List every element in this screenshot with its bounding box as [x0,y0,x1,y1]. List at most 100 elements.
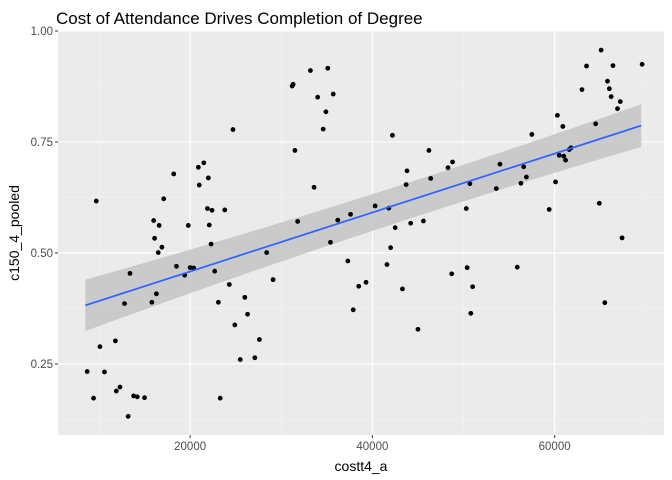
data-point [335,217,341,223]
data-point [215,299,221,305]
data-point [400,286,405,292]
data-point [161,196,167,202]
data-point [217,395,223,401]
data-point [93,198,99,204]
data-point [345,258,351,264]
data-point [125,413,131,419]
data-point [606,86,612,92]
data-point [151,218,157,223]
data-point [403,182,409,188]
data-point [252,355,258,361]
data-point [610,63,616,69]
data-point [328,239,333,245]
x-tick-label: 40000 [356,441,388,453]
data-point [388,245,394,251]
data-point [392,225,398,231]
data-point [264,250,270,255]
data-point [195,164,201,170]
data-point [605,78,610,84]
data-point [363,279,369,285]
data-point [408,220,414,226]
data-point [320,126,326,132]
y-axis-ticks: 0.25 0.50 0.75 1.00 [31,26,58,371]
data-point [154,291,159,297]
data-point [122,301,127,306]
x-tick-label: 60000 [539,441,571,453]
data-point [598,47,604,53]
data-point [187,265,193,271]
data-point [602,300,608,306]
data-point [384,262,390,267]
data-point [127,271,133,276]
data-point [445,165,451,171]
data-point [205,175,211,181]
data-point [156,223,162,228]
data-point [222,207,228,213]
data-point [142,395,147,401]
data-point [84,369,90,374]
data-point [242,294,248,300]
data-point [149,299,155,305]
data-point [270,277,276,283]
y-axis-label: c150_4_pooled [6,185,22,281]
data-point [290,81,296,87]
data-point [556,152,562,158]
data-point [553,179,558,185]
data-point [493,186,499,192]
data-point [117,384,123,390]
data-point [209,207,215,213]
data-point [350,307,356,313]
data-point [372,203,378,209]
data-point [579,87,585,92]
data-point [196,182,202,188]
chart-title: Cost of Attendance Drives Completion of … [56,9,423,28]
data-point [325,65,331,71]
data-point [131,393,137,399]
data-point [311,184,317,190]
data-point [463,206,469,211]
data-point [292,148,298,153]
data-point [404,168,410,174]
data-point [617,99,623,104]
data-point [171,171,177,177]
data-point [91,395,96,401]
data-point [428,175,434,181]
data-point [554,112,560,118]
data-point [113,338,118,344]
confidence-band-layer [85,104,642,332]
data-point [584,63,589,69]
data-point [468,310,474,316]
data-point [308,68,313,73]
data-point [174,263,179,269]
data-point [464,265,470,271]
data-point [561,153,567,159]
data-point [201,160,207,166]
data-point [113,388,119,394]
data-point [226,282,232,287]
data-point [102,369,107,375]
data-point [470,284,476,290]
data-point [256,337,262,342]
data-point [615,106,620,112]
data-point [232,322,238,328]
data-point [497,161,503,167]
data-point [563,157,568,163]
data-point [546,207,552,212]
x-tick-label: 20000 [174,441,206,453]
data-point [390,132,395,138]
data-point [134,394,140,400]
data-point [514,264,520,270]
data-point [330,91,336,97]
data-point [230,127,236,132]
data-point [295,219,301,224]
data-point [245,311,250,317]
data-point [639,61,645,67]
data-point [356,283,362,289]
data-point [426,148,432,153]
data-point [593,121,599,127]
confidence-band [85,104,642,332]
data-point [521,164,527,170]
data-point [524,174,529,180]
data-point [208,241,214,247]
data-point [619,235,625,241]
